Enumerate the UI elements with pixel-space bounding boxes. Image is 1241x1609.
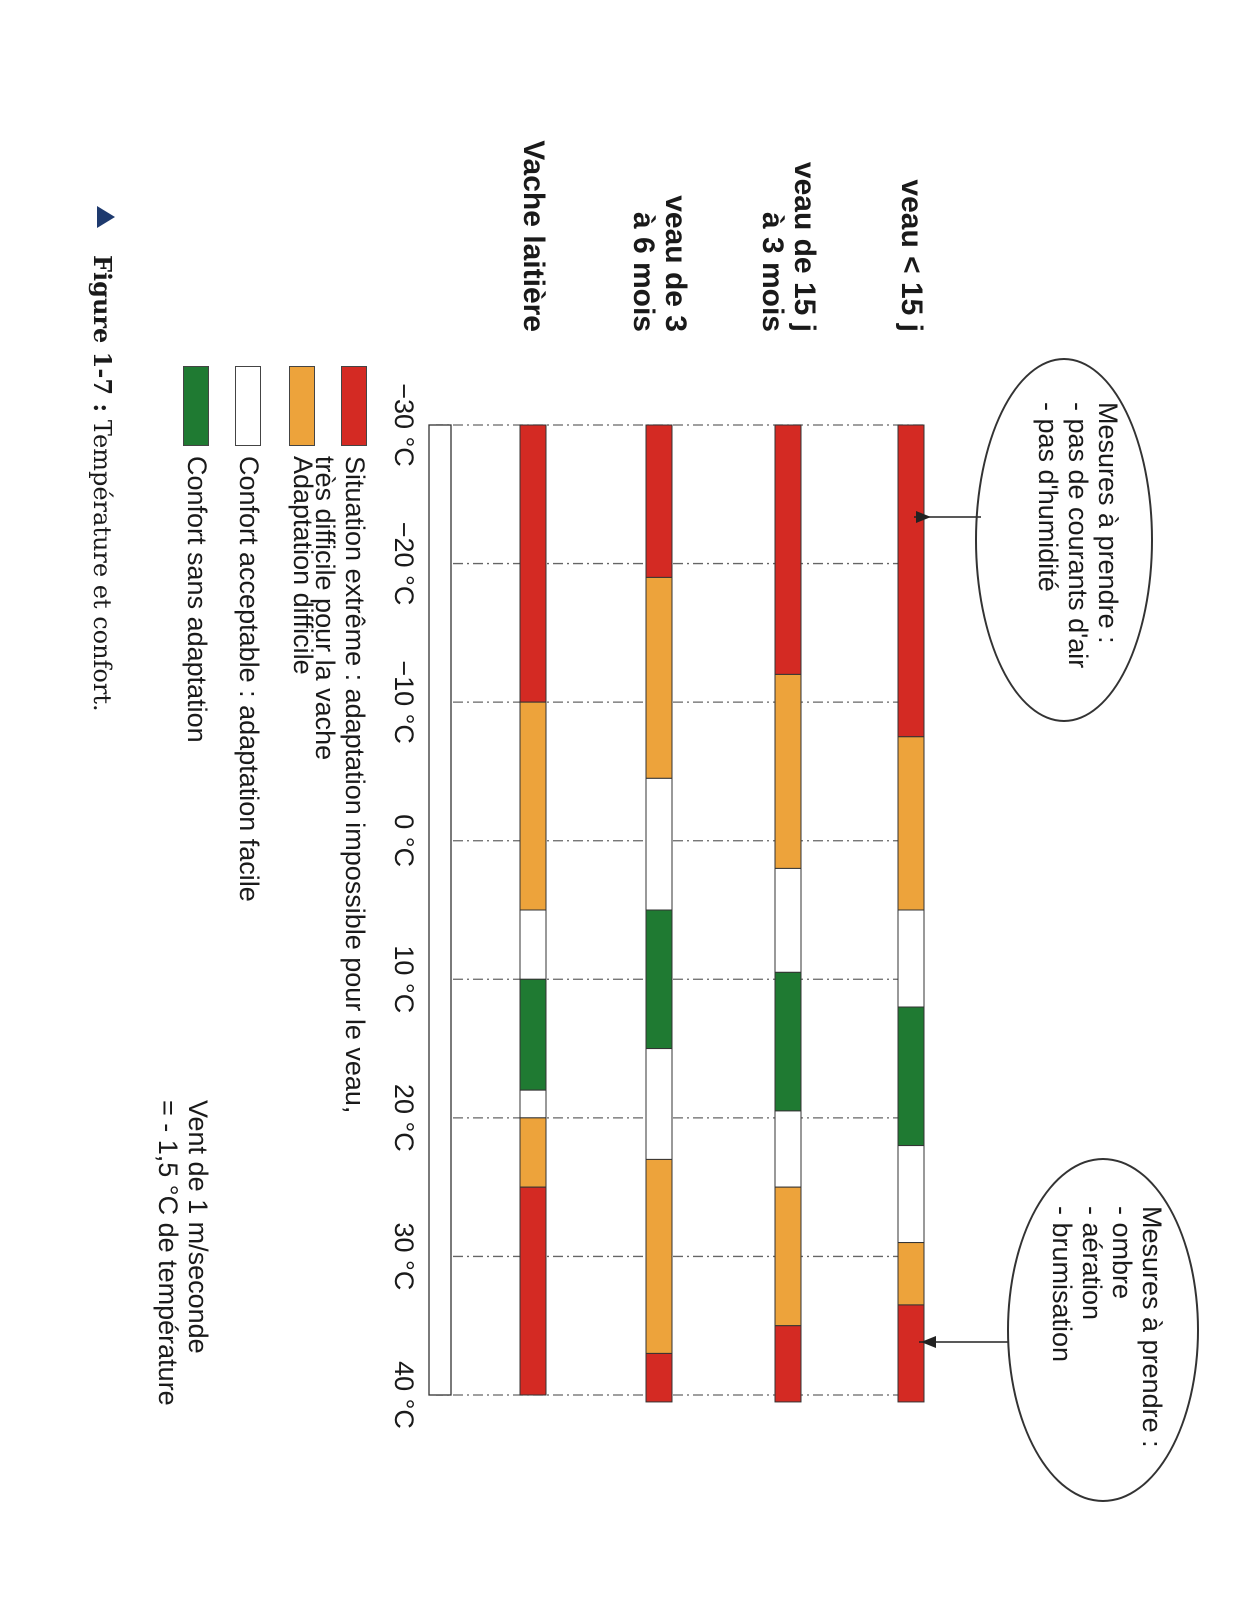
row-label: veau de 3 <box>659 195 692 332</box>
figure-caption-text: Température et confort. <box>88 412 116 712</box>
annotation-line: Mesures à prendre : <box>1137 1206 1167 1448</box>
annotation-line: - pas de courants d'air <box>1063 402 1093 669</box>
row-label: veau < 15 j <box>895 179 928 332</box>
legend-label: Adaptation difficile <box>288 456 318 675</box>
bar-segment-r3-s5 <box>519 1117 547 1188</box>
row-label: à 3 mois <box>756 211 789 332</box>
bar-segment-r2-s2 <box>645 777 673 911</box>
bar-segment-r0-s1 <box>897 736 925 911</box>
bar-segment-r3-s4 <box>519 1089 547 1119</box>
bar-segment-r2-s4 <box>645 1048 673 1160</box>
wind-note: Vent de 1 m/seconde = - 1,5 °C de tempéra… <box>153 1100 213 1406</box>
annotation-line: - ombre <box>1107 1206 1137 1300</box>
bar-segment-r0-s2 <box>897 909 925 1008</box>
x-tick-label: −20 °C <box>389 521 419 606</box>
annotation-line: - aération <box>1077 1206 1107 1321</box>
wind-note-line: Vent de 1 m/seconde <box>183 1100 213 1354</box>
legend-swatch-comfort <box>183 366 209 446</box>
bar-segment-r3-s1 <box>519 701 547 911</box>
bar-segment-r2-s6 <box>645 1352 673 1403</box>
bar-segment-r2-s0 <box>645 424 673 578</box>
row-label: veau de 15 j <box>788 161 821 332</box>
x-tick-label: 20 °C <box>389 1083 419 1152</box>
bar-segment-r1-s5 <box>774 1186 802 1327</box>
x-tick-label: 30 °C <box>389 1222 419 1291</box>
callout-heat-arrowhead <box>921 1336 936 1348</box>
legend-swatch-difficult <box>289 366 315 446</box>
legend-label: Confort acceptable : adaptation facile <box>234 456 264 902</box>
legend-swatch-acceptable <box>235 366 261 446</box>
bar-segment-r0-s5 <box>897 1242 925 1306</box>
legend-swatch-extreme <box>341 366 367 446</box>
bar-segment-r3-s6 <box>519 1186 547 1396</box>
bar-segment-r1-s6 <box>774 1325 802 1403</box>
callout-heat-text: Mesures à prendre :- ombre - aération - br… <box>1047 1206 1167 1448</box>
figure-caption-label: Figure 1-7 : <box>88 255 117 413</box>
legend-label: Situation extrême : adaptation impossibl… <box>340 456 370 1114</box>
figure-caption: Figure 1-7 : Température et confort. <box>88 255 117 712</box>
bar-segment-r0-s4 <box>897 1145 925 1244</box>
annotation-line: - brumisation <box>1047 1206 1077 1363</box>
bar-segment-r1-s3 <box>774 971 802 1112</box>
bar-segment-r2-s3 <box>645 909 673 1050</box>
x-tick-label: −10 °C <box>389 660 419 744</box>
annotation-line: Mesures à prendre : <box>1093 402 1123 644</box>
x-tick-label: 10 °C <box>389 945 419 1014</box>
bar-segment-r3-s3 <box>519 978 547 1091</box>
x-tick-label: 0 °C <box>389 814 419 868</box>
bar-segment-r0-s3 <box>897 1006 925 1147</box>
x-tick-label: 40 °C <box>389 1361 419 1429</box>
bar-segment-r2-s1 <box>645 576 673 779</box>
legend-label: Confort sans adaptation <box>182 456 212 743</box>
bar-segment-r1-s2 <box>774 867 802 973</box>
axis-scale-bar <box>428 424 452 1396</box>
bar-segment-r1-s0 <box>774 424 802 675</box>
bar-segment-r1-s4 <box>774 1110 802 1188</box>
wind-note-line: = - 1,5 °C de température <box>153 1100 183 1406</box>
bar-segment-r2-s5 <box>645 1158 673 1354</box>
callout-cold-arrowhead <box>916 511 931 523</box>
bar-segment-r3-s2 <box>519 909 547 980</box>
bar-segment-r3-s0 <box>519 424 547 703</box>
annotation-line: - pas d'humidité <box>1033 402 1063 592</box>
bar-segment-r0-s0 <box>897 424 925 738</box>
row-label: Vache laitière <box>517 140 550 332</box>
row-label: à 6 mois <box>627 211 660 332</box>
bar-segment-r1-s1 <box>774 673 802 869</box>
callout-cold-text: Mesures à prendre :- pas de courants d'a… <box>1033 402 1123 668</box>
x-tick-label: −30 °C <box>389 383 419 467</box>
triangle-icon <box>97 206 115 228</box>
bar-segment-r0-s6 <box>897 1304 925 1403</box>
